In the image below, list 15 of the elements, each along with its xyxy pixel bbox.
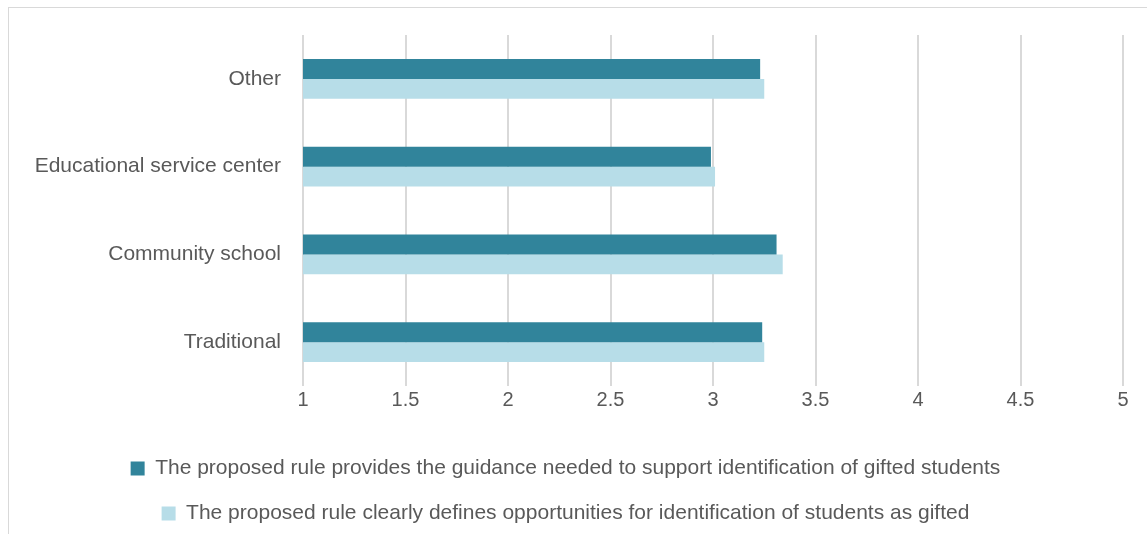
x-tick-label: 3 (707, 387, 719, 410)
y-tick-label: Other (228, 65, 281, 89)
x-tick-label: 4.5 (1006, 387, 1035, 410)
x-tick-label: 2.5 (596, 387, 625, 410)
x-tick-label: 4 (912, 387, 924, 410)
x-tick-label: 1.5 (391, 387, 420, 410)
y-tick-label: Community school (108, 241, 281, 265)
y-tick-label: Traditional (183, 328, 281, 352)
legend-label: The proposed rule provides the guidance needed to support identification of gifted students (155, 455, 1001, 479)
x-tick-label: 2 (502, 387, 514, 410)
x-tick-label: 1 (297, 387, 309, 410)
x-tick-label: 3.5 (801, 387, 830, 410)
legend-label: The proposed rule clearly defines opportunities for identification of students as gifted (186, 500, 970, 524)
y-tick-label: Educational service center (34, 153, 281, 177)
x-tick-label: 5 (1117, 387, 1129, 410)
